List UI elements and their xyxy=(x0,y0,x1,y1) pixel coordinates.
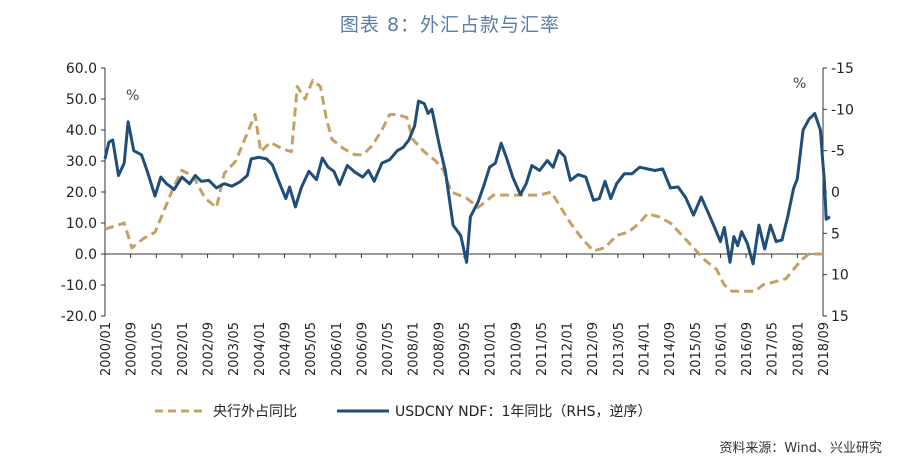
x-tick-label: 2002/01 xyxy=(176,322,191,376)
chart-title: 图表 8：外汇占款与汇率 xyxy=(339,14,561,36)
x-tick-label: 2008/09 xyxy=(432,322,447,376)
x-tick-label: 2018/01 xyxy=(791,322,806,376)
x-tick-label: 2011/05 xyxy=(535,322,550,376)
left-tick-label: 60.0 xyxy=(66,61,97,77)
x-tick-label: 2014/09 xyxy=(663,322,678,376)
left-tick-label: 0.0 xyxy=(75,247,97,263)
left-tick-label: 40.0 xyxy=(66,123,97,139)
legend-item-usdcny-ndf: USDCNY NDF：1年同比（RHS，逆序） xyxy=(337,401,652,421)
x-tick-label: 2006/01 xyxy=(330,322,345,376)
right-tick-label: -10 xyxy=(831,102,854,118)
x-tick-label: 2010/01 xyxy=(484,322,499,376)
left-tick-label: 50.0 xyxy=(66,92,97,108)
right-tick-label: -15 xyxy=(831,61,854,77)
source-note: 资料来源：Wind、兴业研究 xyxy=(719,441,882,456)
x-tick-label: 2014/01 xyxy=(638,322,653,376)
x-tick-label: 2000/09 xyxy=(125,322,140,376)
left-axis-unit: % xyxy=(126,88,139,104)
legend: 央行外占同比 USDCNY NDF：1年同比（RHS，逆序） xyxy=(155,400,692,422)
right-tick-label: 15 xyxy=(831,309,849,325)
legend-swatch-dashed xyxy=(155,409,207,413)
x-tick-label: 2004/09 xyxy=(279,322,294,376)
right-tick-label: 5 xyxy=(831,226,840,242)
x-tick-label: 2012/09 xyxy=(586,322,601,376)
left-tick-label: -20.0 xyxy=(61,309,97,325)
x-tick-label: 2002/09 xyxy=(202,322,217,376)
x-tick-label: 2005/05 xyxy=(304,322,319,376)
x-tick-label: 2003/05 xyxy=(227,322,242,376)
x-tick-label: 2016/01 xyxy=(714,322,729,376)
right-tick-label: 10 xyxy=(831,268,849,284)
right-tick-label: 0 xyxy=(831,185,840,201)
x-tick-label: 2018/09 xyxy=(817,322,832,376)
left-tick-label: -10.0 xyxy=(61,278,97,294)
x-tick-label: 2013/05 xyxy=(612,322,627,376)
x-tick-label: 2015/05 xyxy=(689,322,704,376)
x-tick-label: 2000/01 xyxy=(99,322,114,376)
right-axis-unit: % xyxy=(793,76,806,92)
x-tick-label: 2007/05 xyxy=(381,322,396,376)
right-tick-label: -5 xyxy=(831,144,845,160)
x-tick-label: 2009/05 xyxy=(458,322,473,376)
x-tick-label: 2004/01 xyxy=(253,322,268,376)
x-tick-label: 2017/05 xyxy=(766,322,781,376)
x-tick-label: 2001/05 xyxy=(150,322,165,376)
legend-item-fx-reserves: 央行外占同比 xyxy=(155,401,297,421)
x-tick-label: 2008/01 xyxy=(407,322,422,376)
left-tick-label: 30.0 xyxy=(66,154,97,170)
axes: 60.0 50.0 40.0 30.0 20.0 10.0 0.0 -10.0 -20.0 -15… xyxy=(61,61,854,376)
left-tick-label: 10.0 xyxy=(66,216,97,232)
legend-swatch-solid xyxy=(337,409,389,413)
legend-label: USDCNY NDF：1年同比（RHS，逆序） xyxy=(395,404,652,420)
x-tick-label: 2010/09 xyxy=(509,322,524,376)
legend-label: 央行外占同比 xyxy=(213,404,297,420)
series-layer xyxy=(103,78,831,293)
x-tick-label: 2016/09 xyxy=(740,322,755,376)
series-line-usdcny-ndf xyxy=(103,99,831,266)
x-tick-label: 2012/01 xyxy=(561,322,576,376)
x-tick-label: 2006/09 xyxy=(355,322,370,376)
series-line-fx-reserves xyxy=(104,78,823,293)
left-tick-label: 20.0 xyxy=(66,185,97,201)
